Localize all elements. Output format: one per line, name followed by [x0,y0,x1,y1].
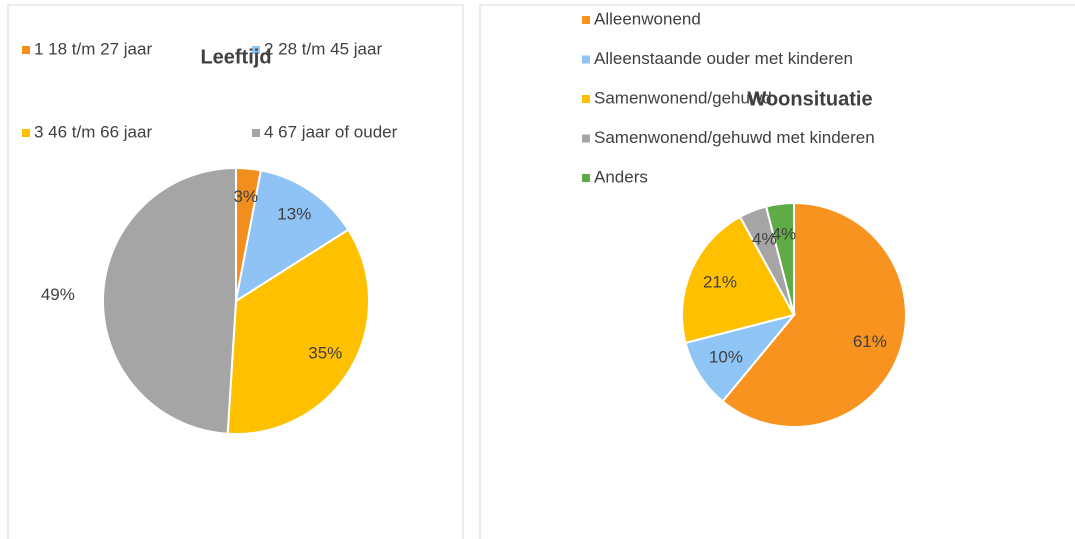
data-label: 13% [277,205,311,224]
legend-label: 1 18 t/m 27 jaar [34,39,152,58]
panel [7,4,464,539]
chart-title: Leeftijd [200,46,271,68]
legend-label: Anders [594,167,648,186]
data-label: 61% [853,332,887,351]
pie-slice [234,169,350,304]
pie-slice [226,228,370,435]
legend-label: Alleenstaande ouder met kinderen [594,49,853,68]
legend-label: Samenwonend/gehuwd met kinderen [594,128,875,147]
legend-label: 3 46 t/m 66 jaar [34,122,152,141]
data-label: 4% [772,224,797,243]
data-label: 10% [709,348,743,367]
legend-swatch [582,134,590,143]
legend-swatch [582,16,590,24]
legend-swatch [22,46,30,54]
data-label: 49% [41,285,75,304]
legend-label: 4 67 jaar of ouder [264,122,398,141]
chart-title: Woonsituatie [747,88,872,110]
panel [479,4,1075,539]
legend-swatch [582,55,590,64]
pie-slice [681,215,796,345]
pie-slice [101,166,237,435]
legend-label: Alleenwonend [594,9,701,28]
legend-label: 2 28 t/m 45 jaar [264,39,382,58]
data-label: 3% [233,187,258,206]
legend-swatch [252,129,260,137]
data-label: 21% [703,272,737,291]
legend-label: Samenwonend/gehuwd [594,88,772,107]
legend-swatch [582,95,590,103]
data-label: 4% [752,230,777,249]
pie-slice [764,201,795,316]
legend-swatch [252,46,260,54]
legend-swatch [22,129,30,137]
data-label: 35% [308,343,342,362]
legend-swatch [582,174,590,182]
pie-slice [721,201,907,428]
